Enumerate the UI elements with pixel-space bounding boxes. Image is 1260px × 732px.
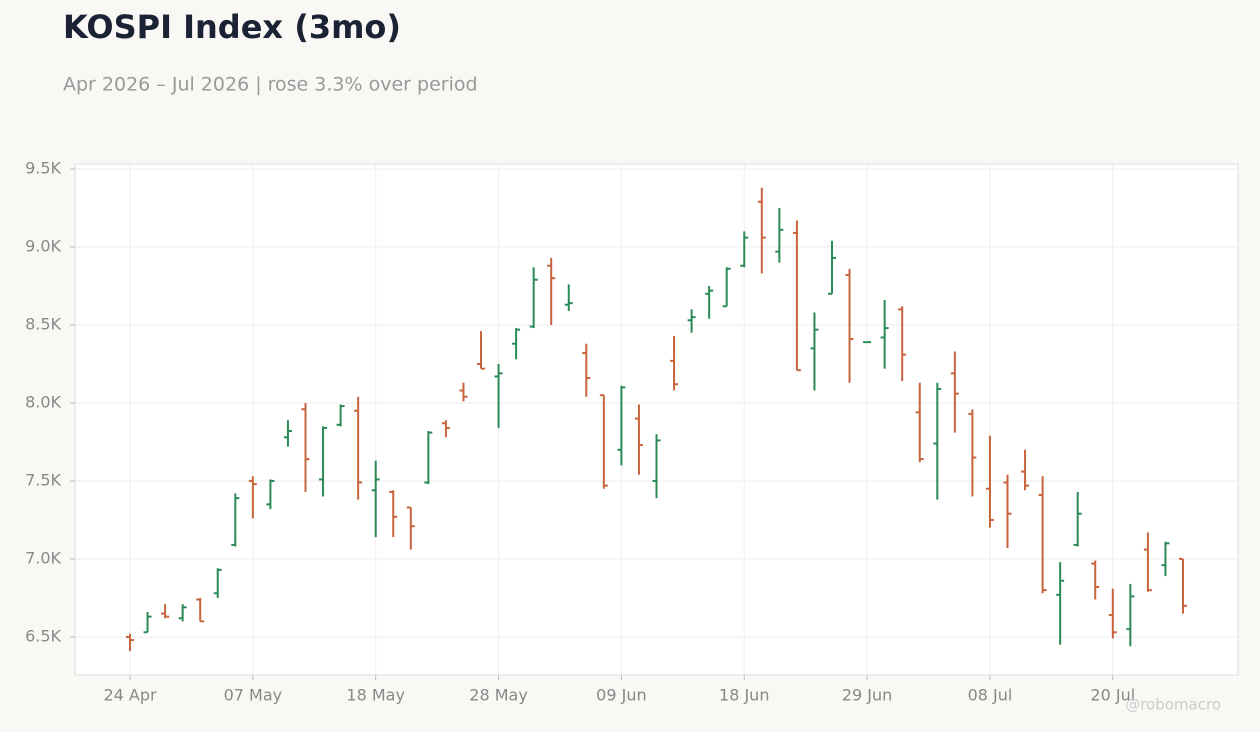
y-tick-label: 8.5K	[25, 314, 61, 333]
chart-title: KOSPI Index (3mo)	[63, 8, 401, 46]
x-tick-label: 24 Apr	[103, 686, 157, 705]
chart-subtitle: Apr 2026 – Jul 2026 | rose 3.3% over per…	[63, 74, 478, 96]
x-tick-label: 18 Jun	[719, 686, 769, 705]
x-tick-label: 09 Jun	[596, 686, 646, 705]
y-tick-label: 6.5K	[25, 626, 61, 645]
y-tick-label: 9.5K	[25, 158, 61, 177]
x-tick-label: 28 May	[469, 686, 528, 705]
y-tick-label: 9.0K	[25, 236, 61, 255]
x-tick-label: 08 Jul	[968, 686, 1013, 705]
watermark: @robomacro	[1125, 696, 1221, 714]
x-tick-label: 20 Jul	[1090, 686, 1135, 705]
y-tick-label: 8.0K	[25, 392, 61, 411]
x-tick-label: 29 Jun	[842, 686, 892, 705]
y-tick-label: 7.5K	[25, 470, 61, 489]
x-tick-label: 18 May	[346, 686, 405, 705]
y-tick-label: 7.0K	[25, 548, 61, 567]
x-tick-label: 07 May	[224, 686, 283, 705]
plot-area	[74, 163, 1239, 676]
